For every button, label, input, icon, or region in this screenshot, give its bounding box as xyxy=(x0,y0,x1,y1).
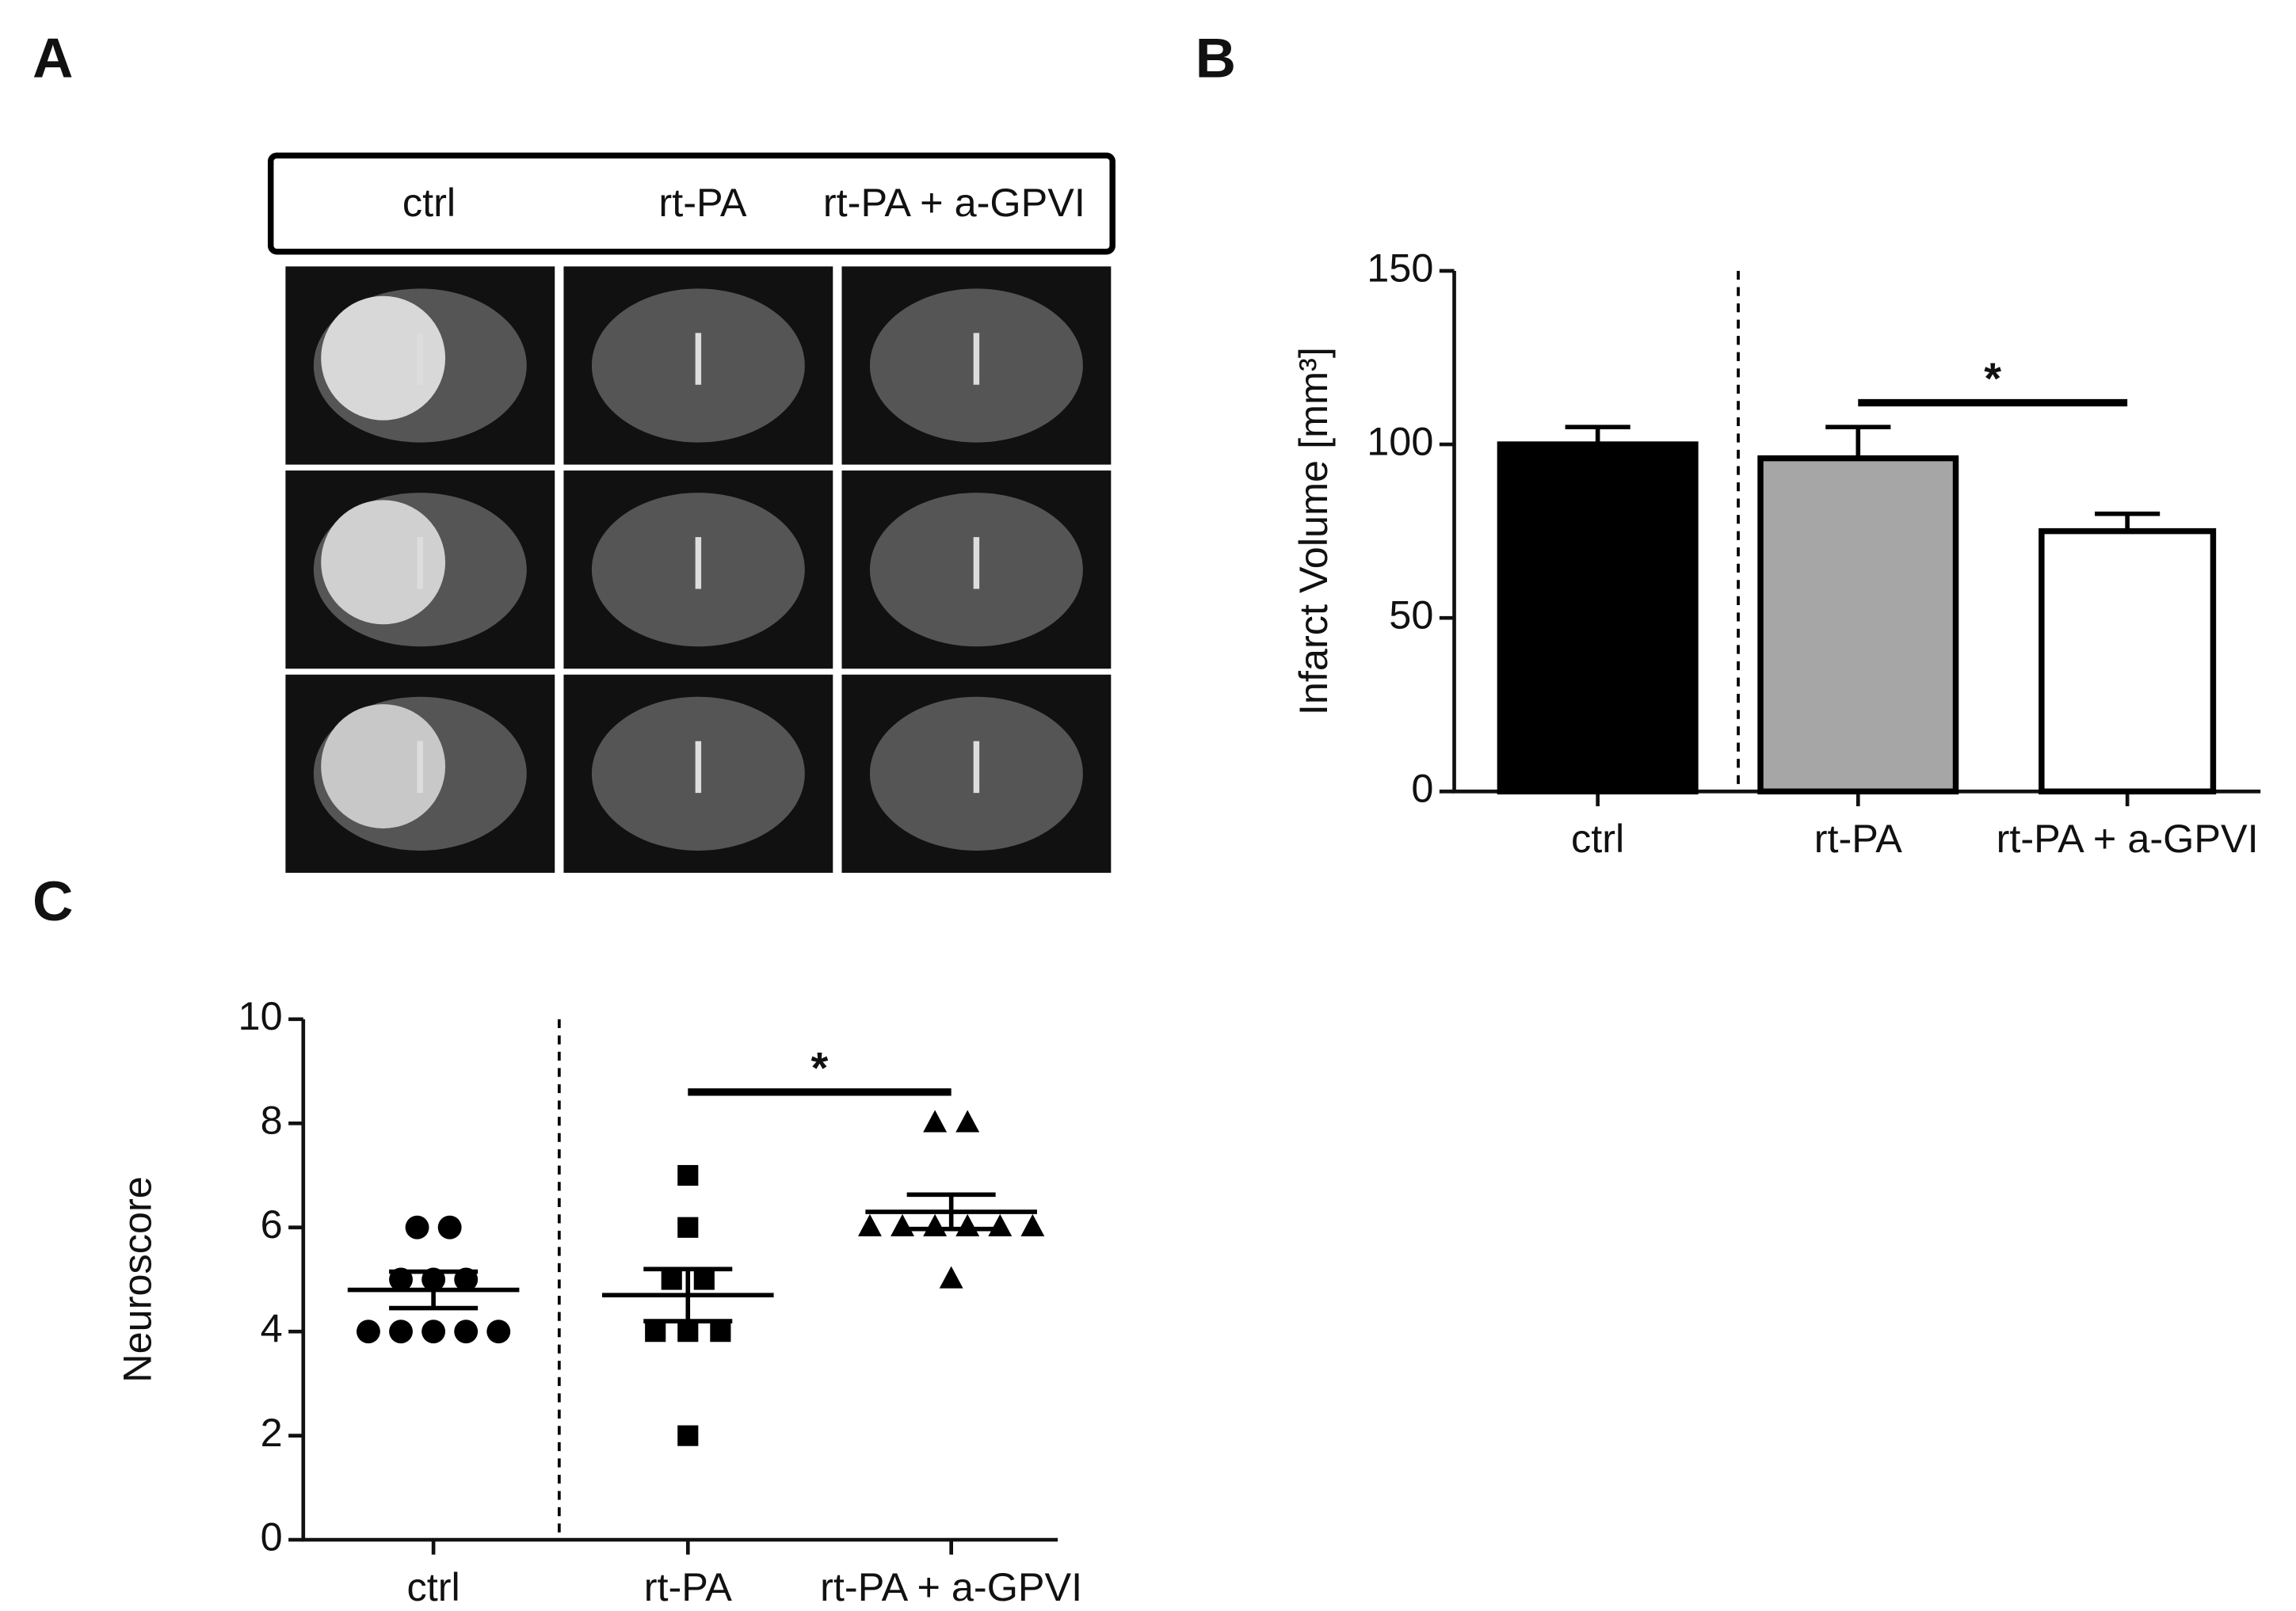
point xyxy=(891,1213,914,1236)
x-tick-label: ctrl xyxy=(1571,816,1624,861)
point xyxy=(677,1164,699,1186)
point xyxy=(677,1425,699,1446)
y-tick-label: 50 xyxy=(1389,592,1433,637)
bar xyxy=(1757,455,1959,794)
point xyxy=(1020,1213,1045,1236)
point xyxy=(645,1321,666,1342)
y-axis-label: Infarct Volume [mm³] xyxy=(1291,347,1336,715)
y-tick-label: 0 xyxy=(261,1514,283,1559)
point xyxy=(389,1320,413,1344)
significance-label: * xyxy=(811,1042,829,1092)
point xyxy=(988,1213,1013,1236)
column-label: rt-PA + a-GPVI xyxy=(823,180,1085,225)
y-tick-label: 100 xyxy=(1367,418,1433,463)
point xyxy=(357,1320,380,1344)
lesion xyxy=(321,704,446,828)
panel-label: A xyxy=(32,27,73,90)
point xyxy=(923,1213,948,1236)
y-axis-label: Neuroscore xyxy=(115,1176,160,1383)
point xyxy=(437,1215,462,1240)
y-tick-label: 2 xyxy=(261,1410,283,1455)
point xyxy=(955,1213,980,1236)
panel-label: B xyxy=(1196,27,1236,90)
header-box xyxy=(267,152,1116,255)
x-tick-label: rt-PA xyxy=(644,1564,732,1609)
column-label: ctrl xyxy=(402,180,456,225)
panel-label: C xyxy=(32,870,73,933)
point xyxy=(693,1269,715,1290)
point xyxy=(710,1321,731,1342)
point xyxy=(939,1266,963,1289)
y-tick-label: 0 xyxy=(1411,766,1433,811)
point xyxy=(677,1321,699,1342)
significance-label: * xyxy=(1984,353,2001,403)
point xyxy=(454,1320,479,1344)
point xyxy=(405,1215,429,1240)
point xyxy=(661,1269,682,1290)
point xyxy=(421,1320,446,1344)
lesion xyxy=(321,295,446,421)
y-tick-label: 150 xyxy=(1367,245,1433,290)
y-tick-label: 10 xyxy=(238,993,283,1038)
bar xyxy=(2039,527,2217,794)
mri-grid xyxy=(285,266,1112,873)
x-tick-label: rt-PA + a-GPVI xyxy=(1997,816,2259,861)
point xyxy=(858,1213,882,1236)
y-tick-label: 4 xyxy=(261,1305,283,1350)
point xyxy=(923,1110,948,1133)
y-tick-label: 6 xyxy=(261,1202,283,1247)
point xyxy=(955,1110,980,1133)
column-label: rt-PA xyxy=(658,180,746,225)
bar xyxy=(1497,441,1699,794)
x-tick-label: ctrl xyxy=(407,1564,460,1609)
y-tick-label: 8 xyxy=(261,1098,283,1143)
x-tick-label: rt-PA + a-GPVI xyxy=(820,1564,1082,1609)
point xyxy=(677,1217,699,1238)
x-tick-label: rt-PA xyxy=(1814,816,1902,861)
lesion xyxy=(321,500,446,625)
point xyxy=(486,1320,511,1344)
